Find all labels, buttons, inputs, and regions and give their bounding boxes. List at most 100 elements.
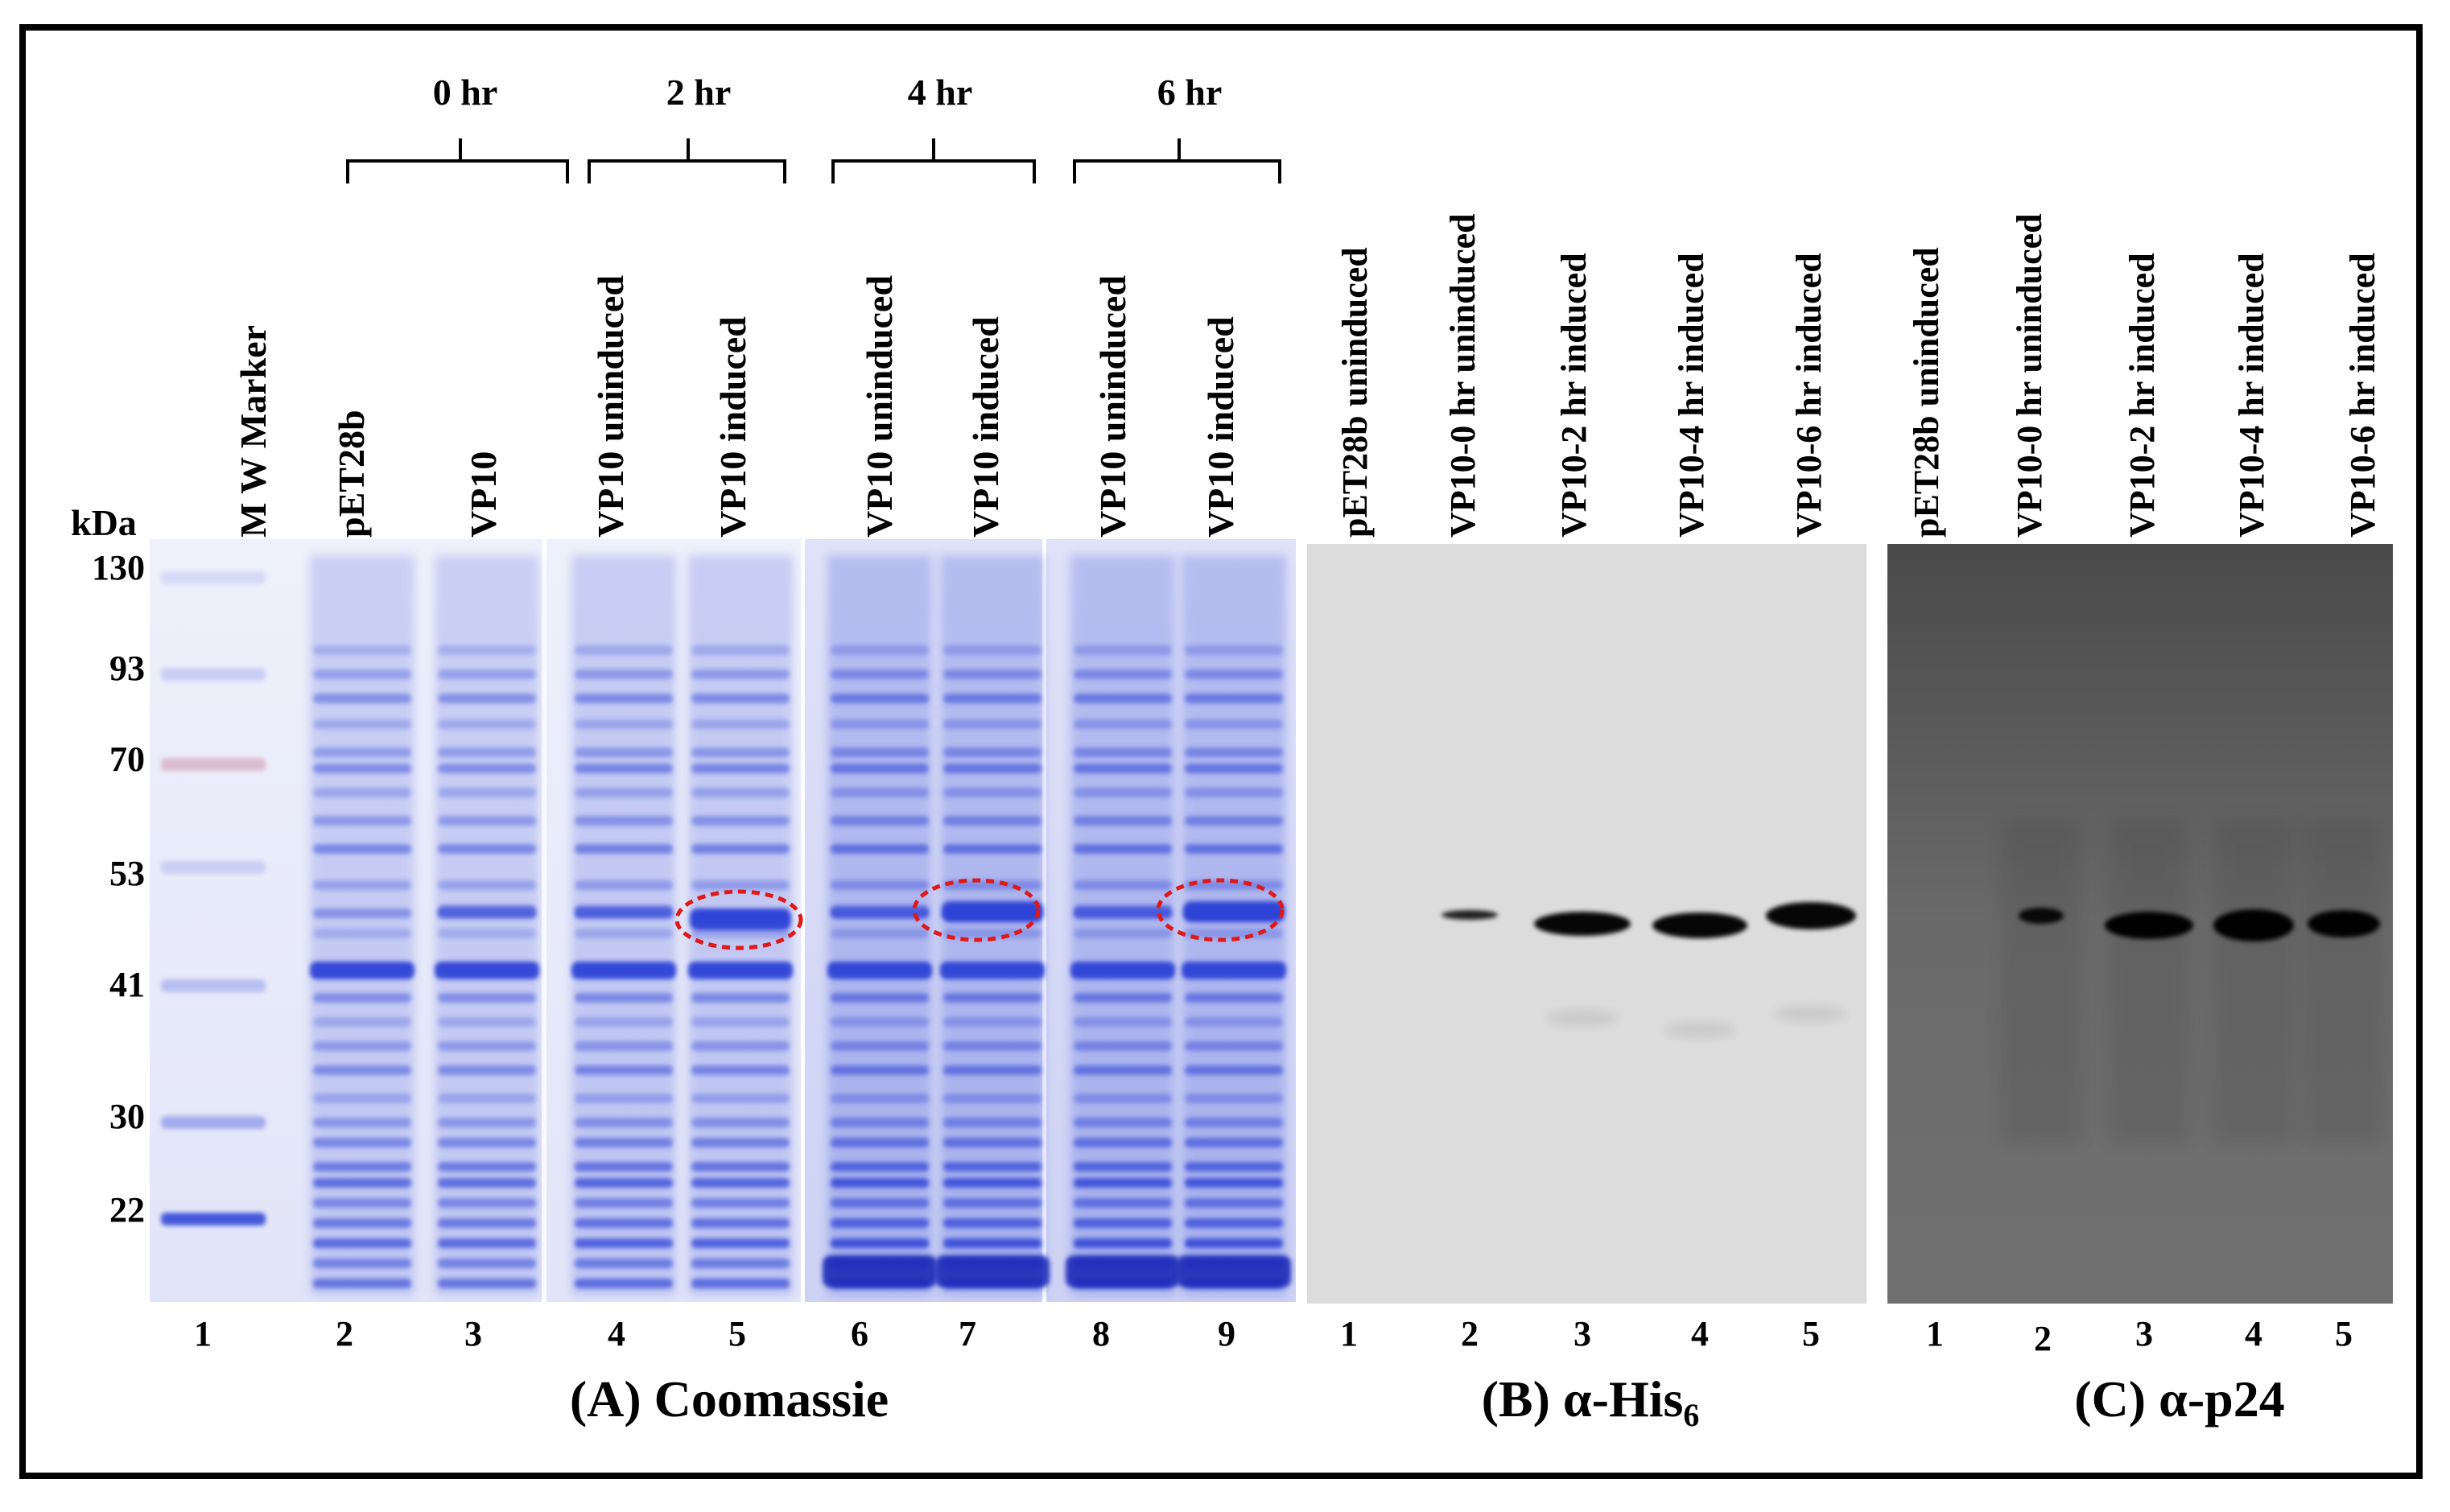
protein-band — [313, 719, 411, 729]
panel-a-lane-numbers: 1 2 3 4 5 6 7 8 9 — [194, 1314, 1235, 1353]
protein-band — [943, 1198, 1041, 1208]
protein-band — [575, 905, 673, 918]
protein-band — [691, 719, 790, 729]
protein-band — [943, 1118, 1041, 1127]
lane-number-b2: 2 — [1461, 1314, 1479, 1353]
lane-label-a6: VP10 uninduced — [859, 275, 900, 538]
lane-label-c2: VP10-0 hr uninduced — [2010, 213, 2049, 538]
protein-band — [943, 844, 1041, 854]
protein-band — [1074, 694, 1172, 703]
mw-marker-70: 70 — [109, 740, 145, 779]
protein-band — [438, 1065, 536, 1075]
lane-number-b5: 5 — [1802, 1314, 1820, 1353]
protein-band — [831, 844, 929, 854]
protein-band — [1185, 1178, 1283, 1188]
protein-band — [575, 719, 673, 729]
lane-number-a2: 2 — [336, 1314, 353, 1353]
protein-band — [575, 1118, 673, 1127]
protein-band — [943, 816, 1041, 826]
protein-band — [831, 816, 929, 826]
protein-band — [1074, 719, 1172, 729]
western-band-his6 — [1442, 910, 1498, 920]
protein-band — [831, 1138, 929, 1147]
lane-number-c1: 1 — [1926, 1314, 1944, 1353]
protein-band — [831, 1162, 929, 1172]
protein-band — [575, 1094, 673, 1103]
protein-band — [1074, 1162, 1172, 1172]
protein-band — [691, 1017, 790, 1027]
panel-c-title: (C) α-p24 — [2074, 1370, 2284, 1428]
lane-number-c5: 5 — [2335, 1314, 2353, 1353]
protein-band — [831, 1238, 929, 1248]
protein-band — [313, 669, 411, 679]
protein-band — [943, 1065, 1041, 1075]
protein-band — [575, 748, 673, 757]
protein-band — [313, 788, 411, 797]
protein-band — [313, 1017, 411, 1027]
protein-band — [438, 816, 536, 826]
lane-number-b3: 3 — [1574, 1314, 1591, 1353]
protein-band — [1074, 764, 1172, 773]
protein-band — [313, 1218, 411, 1228]
protein-band — [1074, 816, 1172, 826]
protein-band — [313, 764, 411, 773]
protein-band — [575, 1041, 673, 1051]
protein-band — [438, 1238, 536, 1248]
protein-band — [1074, 748, 1172, 757]
induced-vp10-band — [942, 901, 1043, 922]
timepoint-brackets — [346, 138, 1281, 183]
panel-a-lane-labels: M W Marker pET28b VP10 VP10 uninduced VP… — [233, 275, 1241, 538]
timepoint-label-0hr: 0 hr — [433, 72, 498, 113]
lane-label-a1: M W Marker — [233, 325, 274, 538]
protein-band — [313, 1094, 411, 1103]
protein-band — [438, 880, 536, 890]
protein-band — [943, 1178, 1041, 1188]
protein-band — [438, 929, 536, 938]
protein-band — [313, 1065, 411, 1075]
lane-number-a8: 8 — [1092, 1314, 1110, 1353]
mw-marker-41: 41 — [109, 965, 145, 1004]
lane-number-a1: 1 — [194, 1314, 212, 1353]
protein-band — [575, 816, 673, 826]
protein-band — [831, 929, 929, 938]
highlight-ring-2hr — [674, 889, 803, 950]
protein-band — [438, 1218, 536, 1228]
protein-band — [313, 1118, 411, 1127]
panel-a-title: (A) Coomassie — [570, 1370, 889, 1428]
ladder-band — [161, 571, 266, 584]
ladder-band — [161, 758, 266, 771]
ladder-band — [161, 1116, 266, 1129]
protein-band — [691, 694, 790, 703]
panel-c-lane-numbers: 1 2 3 4 5 — [1926, 1314, 2353, 1358]
lane-number-a3: 3 — [464, 1314, 482, 1353]
lane-label-a5: VP10 induced — [712, 316, 753, 538]
protein-band — [313, 1162, 411, 1172]
dye-front — [935, 1255, 1050, 1287]
protein-band — [691, 1162, 790, 1172]
protein-band — [575, 645, 673, 655]
protein-band — [943, 1238, 1041, 1248]
protein-band — [313, 1138, 411, 1147]
protein-band — [313, 1238, 411, 1248]
lane-label-b2: VP10-0 hr uninduced — [1443, 213, 1483, 538]
protein-band — [313, 993, 411, 1003]
ladder-band — [161, 979, 266, 992]
protein-band — [575, 1017, 673, 1027]
protein-band — [943, 719, 1041, 729]
protein-band — [943, 1162, 1041, 1172]
panel-c-lane-labels: pET28b uninduced VP10-0 hr uninduced VP1… — [1907, 213, 2382, 538]
protein-band — [691, 1065, 790, 1075]
lane-label-c3: VP10-2 hr induced — [2122, 253, 2162, 538]
protein-band — [438, 764, 536, 773]
protein-band — [1185, 929, 1283, 938]
protein-band — [1074, 880, 1172, 890]
protein-band — [831, 1041, 929, 1051]
lane-number-b4: 4 — [1691, 1314, 1709, 1353]
protein-band — [313, 1259, 411, 1268]
protein-band — [575, 880, 673, 890]
protein-band — [313, 748, 411, 757]
protein-band — [1185, 1162, 1283, 1172]
lane-number-a5: 5 — [728, 1314, 746, 1353]
protein-band — [1074, 905, 1172, 918]
protein-band — [691, 669, 790, 679]
